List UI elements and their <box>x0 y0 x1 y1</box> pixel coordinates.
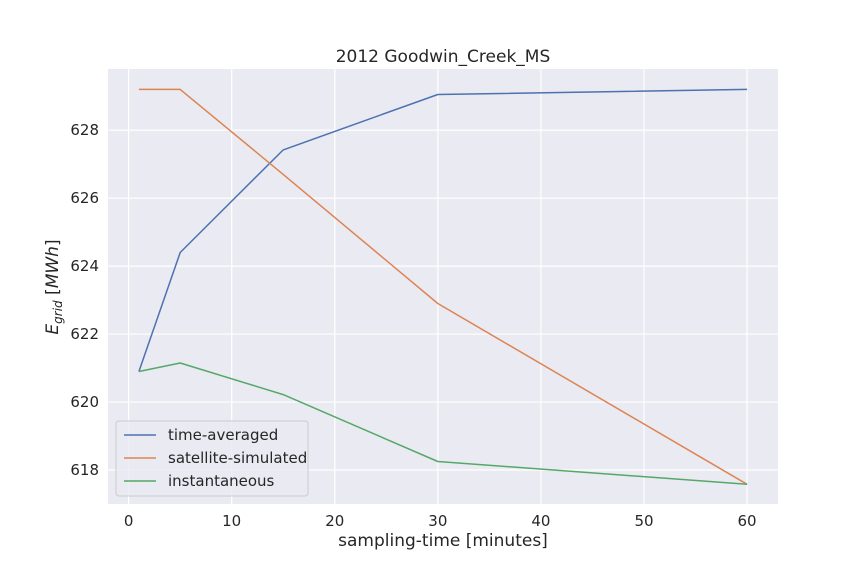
x-tick-label: 30 <box>428 512 447 530</box>
y-tick-label: 628 <box>70 121 99 139</box>
y-tick-label: 620 <box>70 393 99 411</box>
y-tick-label: 624 <box>70 257 99 275</box>
x-tick-label: 60 <box>738 512 757 530</box>
legend-label: time-averaged <box>168 426 278 444</box>
y-label-unit: MWh <box>43 246 63 288</box>
y-label-main: E <box>43 324 63 335</box>
y-tick-label: 626 <box>70 189 99 207</box>
x-tick-label: 10 <box>222 512 241 530</box>
x-tick-label: 20 <box>325 512 344 530</box>
x-tick-label: 50 <box>634 512 653 530</box>
y-tick-labels: 618 620 622 624 626 628 <box>70 121 99 479</box>
series-line-0 <box>138 88 748 372</box>
x-tick-label: 0 <box>124 512 134 530</box>
legend-box <box>115 420 309 497</box>
series-layer <box>138 88 748 486</box>
series-line-1 <box>138 88 748 485</box>
y-axis-label: Egrid [MWh] <box>43 239 65 334</box>
y-tick-label: 622 <box>70 325 99 343</box>
y-label-sub: grid <box>51 300 65 324</box>
x-axis-label: sampling-time [minutes] <box>338 531 548 551</box>
chart-title: 2012 Goodwin_Creek_MS <box>336 47 551 67</box>
legend-label: instantaneous <box>168 472 275 490</box>
legend-label: satellite-simulated <box>168 449 307 467</box>
series-line-2 <box>138 362 748 486</box>
y-tick-label: 618 <box>70 461 99 479</box>
x-tick-label: 40 <box>531 512 550 530</box>
legend: time-averaged satellite-simulated instanta… <box>115 420 309 497</box>
x-tick-labels: 0 10 20 30 40 50 60 <box>124 512 757 530</box>
